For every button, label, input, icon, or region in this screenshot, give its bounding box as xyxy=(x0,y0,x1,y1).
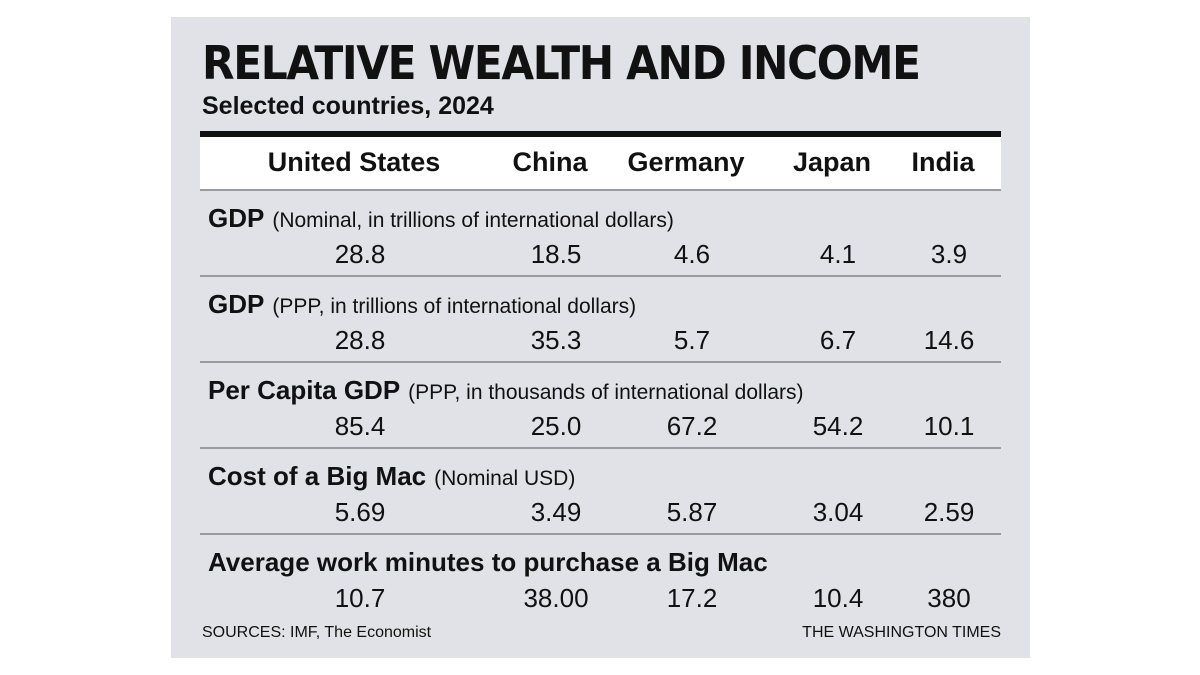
table-cell: 35.3 xyxy=(530,325,582,355)
table-row: GDP (PPP, in trillions of international d… xyxy=(200,275,1001,361)
table-cell: 4.6 xyxy=(673,239,711,269)
table-cell: 4.1 xyxy=(819,239,857,269)
row-divider xyxy=(200,447,1001,449)
chart-title: RELATIVE WEALTH AND INCOME xyxy=(202,36,921,90)
chart-subtitle: Selected countries, 2024 xyxy=(202,92,494,120)
row-label: GDP (PPP, in trillions of international d… xyxy=(208,289,636,324)
table-row: Average work minutes to purchase a Big M… xyxy=(200,533,1001,619)
table-cell: 10.7 xyxy=(334,583,386,613)
table-cell: 3.9 xyxy=(930,239,968,269)
table-cell: 85.4 xyxy=(334,411,386,441)
row-label-main: Per Capita GDP xyxy=(208,375,401,405)
table-cell: 38.00 xyxy=(523,583,589,613)
row-label-note: (PPP, in trillions of international doll… xyxy=(272,295,637,318)
column-header-4: India xyxy=(911,147,975,177)
table-panel: RELATIVE WEALTH AND INCOME Selected coun… xyxy=(171,17,1030,658)
table-cell: 6.7 xyxy=(819,325,857,355)
table-cell: 28.8 xyxy=(334,325,386,355)
table-cell: 67.2 xyxy=(666,411,718,441)
row-label-main: Cost of a Big Mac xyxy=(208,461,427,491)
table-cell: 14.6 xyxy=(923,325,975,355)
row-label-main: GDP xyxy=(208,289,265,319)
table-cell: 10.4 xyxy=(812,583,864,613)
row-divider xyxy=(200,361,1001,363)
table-cell: 10.1 xyxy=(923,411,975,441)
table-cell: 3.04 xyxy=(812,497,864,527)
row-label-note: (PPP, in thousands of international doll… xyxy=(408,381,804,404)
column-header-band xyxy=(200,137,1001,189)
table-cell: 18.5 xyxy=(530,239,582,269)
row-label-note: (Nominal USD) xyxy=(434,467,576,490)
column-header-2: Germany xyxy=(627,147,745,177)
row-label: Cost of a Big Mac (Nominal USD) xyxy=(208,461,575,496)
table-cell: 28.8 xyxy=(334,239,386,269)
table-cell: 54.2 xyxy=(812,411,864,441)
table-cell: 5.7 xyxy=(673,325,711,355)
table-cell: 2.59 xyxy=(923,497,975,527)
top-rule xyxy=(200,131,1001,137)
column-header-3: Japan xyxy=(792,147,872,177)
table-cell: 5.87 xyxy=(666,497,718,527)
row-divider xyxy=(200,189,1001,191)
credit-line: THE WASHINGTON TIMES xyxy=(802,624,1001,641)
column-header-1: China xyxy=(512,147,588,177)
table-row: GDP (Nominal, in trillions of internation… xyxy=(200,189,1001,275)
table-row: Cost of a Big Mac (Nominal USD) 5.69 3.49 5.… xyxy=(200,447,1001,533)
table-cell: 25.0 xyxy=(530,411,582,441)
table-cell: 5.69 xyxy=(334,497,386,527)
table-cell: 3.49 xyxy=(530,497,582,527)
table-cell: 17.2 xyxy=(666,583,718,613)
row-divider xyxy=(200,275,1001,277)
row-label: Per Capita GDP (PPP, in thousands of inte… xyxy=(208,375,804,410)
column-header-0: United States xyxy=(267,147,441,177)
row-label-note: (Nominal, in trillions of international … xyxy=(272,209,674,232)
row-divider xyxy=(200,533,1001,535)
row-label-main: Average work minutes to purchase a Big M… xyxy=(208,547,768,577)
table-cell: 380 xyxy=(927,583,971,613)
row-label-main: GDP xyxy=(208,203,265,233)
row-label: Average work minutes to purchase a Big M… xyxy=(208,547,768,582)
table-row: Per Capita GDP (PPP, in thousands of inte… xyxy=(200,361,1001,447)
source-note: SOURCES: IMF, The Economist xyxy=(202,624,432,641)
row-label: GDP (Nominal, in trillions of internation… xyxy=(208,203,674,238)
